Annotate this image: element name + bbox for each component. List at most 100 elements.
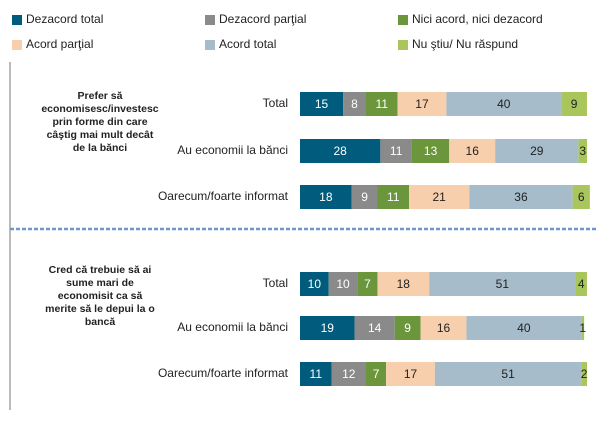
bar-segment — [300, 316, 355, 340]
bar-segment — [300, 92, 344, 116]
legend-swatch — [205, 40, 215, 50]
category-label: Au economii la bănci — [177, 320, 288, 334]
value-label: 21 — [433, 190, 447, 204]
bar-segment — [300, 185, 352, 209]
bar-segment — [386, 362, 435, 386]
legend-label: Nu ştiu/ Nu răspund — [412, 37, 518, 51]
bar-segment — [449, 139, 496, 163]
bar-segment — [377, 185, 410, 209]
value-label: 9 — [361, 190, 368, 204]
value-label: 3 — [579, 144, 586, 158]
value-label: 13 — [424, 144, 438, 158]
bar-segment — [409, 185, 470, 209]
category-label: Au economii la bănci — [177, 143, 288, 157]
bar-segment — [466, 316, 582, 340]
question-text: economisit ca să — [58, 290, 143, 302]
value-label: 17 — [415, 97, 429, 111]
value-label: 16 — [437, 321, 451, 335]
bar-segment — [366, 362, 387, 386]
value-label: 17 — [404, 367, 418, 381]
bar-segment — [377, 272, 430, 296]
bar-segment — [572, 185, 590, 209]
bar-segment — [575, 272, 587, 296]
value-label: 29 — [530, 144, 544, 158]
value-label: 8 — [351, 97, 358, 111]
question-text: bancă — [85, 316, 116, 328]
bar-segment — [300, 139, 381, 163]
category-label: Total — [263, 96, 288, 110]
value-label: 18 — [319, 190, 333, 204]
value-label: 15 — [315, 97, 329, 111]
value-label: 11 — [310, 367, 323, 381]
question-text: de la bănci — [73, 142, 127, 154]
legend-label: Nici acord, nici dezacord — [412, 12, 543, 26]
legend-swatch — [12, 15, 22, 25]
bar-segment — [429, 272, 576, 296]
question-text: merite să le depui la o — [45, 303, 155, 315]
value-label: 19 — [321, 321, 335, 335]
bar-segment — [420, 316, 467, 340]
bar-segment — [411, 139, 450, 163]
value-label: 10 — [308, 277, 322, 291]
value-label: 12 — [342, 367, 356, 381]
legend-label: Acord parţial — [26, 37, 93, 51]
question-text: Prefer să — [78, 90, 123, 102]
category-label: Total — [263, 276, 288, 290]
bar-segment — [581, 362, 587, 386]
value-label: 10 — [336, 277, 350, 291]
bar-segment — [581, 316, 585, 340]
bar-segment — [397, 92, 447, 116]
bar-segment — [357, 272, 378, 296]
bar-segment — [495, 139, 579, 163]
bar-segment — [300, 362, 332, 386]
value-label: 7 — [364, 277, 371, 291]
value-label: 11 — [390, 144, 403, 158]
legend-swatch — [205, 15, 215, 25]
bar-segment — [354, 316, 395, 340]
bar-segment — [446, 92, 562, 116]
value-label: 18 — [397, 277, 411, 291]
value-label: 40 — [497, 97, 511, 111]
value-label: 9 — [404, 321, 411, 335]
category-label: Oarecum/foarte informat — [158, 366, 289, 380]
value-label: 16 — [466, 144, 480, 158]
value-label: 51 — [501, 367, 515, 381]
value-label: 11 — [387, 190, 400, 204]
value-label: 9 — [571, 97, 578, 111]
bar-segment — [561, 92, 587, 116]
bar-segment — [394, 316, 421, 340]
question-text: sume mari de — [66, 277, 134, 289]
value-label: 4 — [578, 277, 585, 291]
question-text: Cred că trebuie să ai — [49, 264, 152, 276]
category-label: Oarecum/foarte informat — [158, 189, 289, 203]
bar-segment — [434, 362, 582, 386]
value-label: 14 — [368, 321, 382, 335]
bar-segment — [331, 362, 367, 386]
legend-swatch — [12, 40, 22, 50]
value-label: 51 — [496, 277, 510, 291]
bar-segment — [578, 139, 587, 163]
value-label: 36 — [514, 190, 528, 204]
bar-segment — [300, 272, 329, 296]
value-label: 1 — [579, 321, 586, 335]
legend-label: Dezacord total — [26, 12, 103, 26]
bar-segment — [343, 92, 367, 116]
legend-label: Dezacord parţial — [219, 12, 306, 26]
question-text: economisesc/investesc — [41, 103, 158, 115]
bar-segment — [366, 92, 398, 116]
bar-segment — [380, 139, 412, 163]
legend-swatch — [398, 40, 408, 50]
value-label: 6 — [578, 190, 585, 204]
bar-segment — [351, 185, 378, 209]
question-text: câştig mai mult decât — [47, 129, 154, 141]
value-label: 7 — [373, 367, 380, 381]
value-label: 28 — [334, 144, 348, 158]
legend-label: Acord total — [219, 37, 276, 51]
bar-segment — [328, 272, 358, 296]
value-label: 40 — [517, 321, 531, 335]
bar-segment — [469, 185, 573, 209]
value-label: 2 — [581, 367, 588, 381]
legend-swatch — [398, 15, 408, 25]
